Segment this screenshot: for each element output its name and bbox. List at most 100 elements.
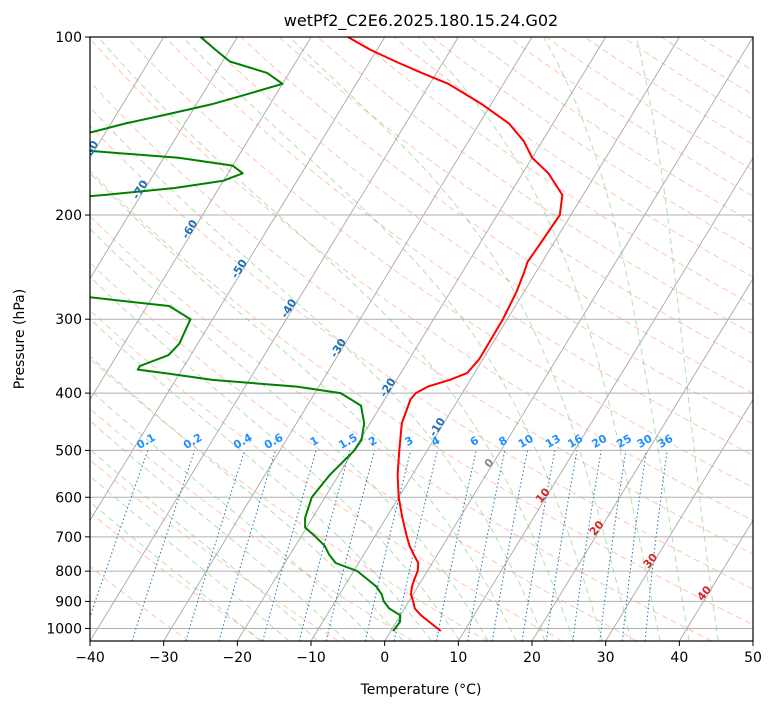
isotherm-label: -20 xyxy=(377,375,399,399)
chart-title: wetPf2_C2E6.2025.180.15.24.G02 xyxy=(284,11,558,31)
moist-adiabat-line xyxy=(90,501,261,641)
isotherm-line xyxy=(90,37,312,401)
dry-adiabat-line xyxy=(393,37,753,278)
isotherm-label: -90 xyxy=(30,98,52,122)
dry-adiabat-line xyxy=(90,125,753,590)
plot-area: 0.1 0.2 0.4 0.6 1 1.5 2 3 4 6 8 10 13 16 20 25 30 36-100-… xyxy=(30,37,753,641)
y-tick-label: 600 xyxy=(55,490,82,506)
isotherm-line xyxy=(605,398,753,641)
isotherm-label: -60 xyxy=(179,217,201,241)
mixing-ratio-label: 25 xyxy=(614,432,634,451)
mixing-ratio-label: 0.2 xyxy=(181,431,204,452)
dry-adiabat-line xyxy=(240,37,753,394)
mixing-ratio-line xyxy=(572,450,602,641)
mixing-ratio-line xyxy=(644,450,668,641)
isotherm-line xyxy=(310,37,680,641)
isotherm-label: -10 xyxy=(427,415,449,439)
isotherm-label: -80 xyxy=(80,138,102,162)
dry-adiabat-line xyxy=(622,37,753,120)
mixing-ratio-line xyxy=(325,450,376,641)
axis-ticks: −40 −30 −20 −10 0 10 20 30 40 5010020030040050060… xyxy=(46,30,762,666)
dry-adiabat-line xyxy=(90,408,414,641)
x-tick-label: −10 xyxy=(296,650,326,666)
dry-adiabat-line xyxy=(90,215,712,641)
y-tick-label: 200 xyxy=(55,208,82,224)
temperature-profile-line xyxy=(347,37,564,632)
moist-adiabat-line xyxy=(90,106,546,641)
moist-adiabat-line xyxy=(542,37,690,641)
moist-adiabat-line xyxy=(90,475,290,641)
mixing-ratio-line xyxy=(218,450,276,641)
x-tick-label: 10 xyxy=(449,650,467,666)
isotherm-line xyxy=(457,157,753,641)
warm-isotherm-label: 0 xyxy=(482,456,497,470)
warm-isotherm-label: 40 xyxy=(694,583,714,603)
x-tick-label: 20 xyxy=(523,650,541,666)
isotherm-line xyxy=(90,37,459,641)
mixing-ratio-label: 0.6 xyxy=(262,431,286,452)
x-axis-title: Temperature (°C) xyxy=(360,682,482,698)
mixing-ratio-line xyxy=(298,450,351,641)
dry-adiabat-line xyxy=(90,511,264,641)
mixing-ratio-label: 16 xyxy=(565,432,585,451)
isotherm-line xyxy=(531,277,753,641)
y-tick-label: 500 xyxy=(55,443,82,459)
mixing-ratio-line xyxy=(185,450,246,641)
isotherm-label: -30 xyxy=(328,336,350,360)
mixing-ratio-label: 13 xyxy=(543,432,563,451)
mixing-ratio-label: 2 xyxy=(366,434,379,449)
dry-adiabat-line xyxy=(90,261,638,641)
dry-adiabat-line xyxy=(469,37,753,224)
y-tick-label: 300 xyxy=(55,312,82,328)
y-tick-label: 400 xyxy=(55,386,82,402)
dry-adiabat-line xyxy=(90,309,563,641)
y-axis-title: Pressure (hPa) xyxy=(12,289,28,389)
dry-adiabat-line xyxy=(278,37,753,364)
isotherm-label: -70 xyxy=(129,178,151,202)
moist-adiabat-line xyxy=(635,37,719,641)
isotherm-line xyxy=(163,37,533,641)
warm-isotherm-label: 30 xyxy=(641,551,661,571)
dry-adiabat-line xyxy=(431,37,753,251)
mixing-ratio-line xyxy=(467,450,506,641)
moist-adiabat-line xyxy=(90,172,517,641)
mixing-ratio-label: 0.4 xyxy=(231,431,255,452)
plot-frame xyxy=(89,36,754,642)
dry-adiabat-line xyxy=(90,459,339,641)
mixing-ratio-line xyxy=(599,450,627,641)
x-tick-label: −20 xyxy=(223,650,253,666)
y-tick-label: 900 xyxy=(55,594,82,610)
isotherm-line xyxy=(90,37,238,280)
x-tick-label: 0 xyxy=(380,650,389,666)
moist-adiabat-line xyxy=(90,420,347,641)
x-tick-label: 50 xyxy=(744,650,762,666)
moist-adiabat-line xyxy=(90,448,319,641)
dry-adiabat-line xyxy=(90,169,753,626)
mixing-ratio-label: 1 xyxy=(308,434,321,449)
y-tick-label: 700 xyxy=(55,530,82,546)
isotherm-line xyxy=(90,37,165,159)
isotherm-line xyxy=(90,37,386,522)
y-tick-label: 1000 xyxy=(46,621,82,637)
mixing-ratio-line xyxy=(262,450,317,641)
isotherm-label: -50 xyxy=(228,257,250,281)
moist-adiabat-line xyxy=(182,37,603,641)
mixing-ratio-line xyxy=(491,450,528,641)
dry-adiabat-line xyxy=(202,37,753,425)
dry-adiabat-line xyxy=(355,37,753,306)
dry-adiabat-line xyxy=(90,38,753,521)
mixing-ratio-label: 20 xyxy=(590,432,610,451)
moist-adiabat-line xyxy=(288,37,632,641)
dry-adiabat-line xyxy=(584,37,753,146)
moist-adiabat-line xyxy=(97,37,575,641)
moist-adiabat-line xyxy=(417,37,661,641)
isotherm-line xyxy=(678,519,753,641)
mixing-ratio-line xyxy=(393,450,438,641)
mixing-ratio-label: 3 xyxy=(402,434,415,449)
x-tick-label: 40 xyxy=(670,650,688,666)
warm-isotherm-label: 10 xyxy=(533,485,553,505)
mixing-ratio-line xyxy=(621,450,647,641)
mixing-ratio-line xyxy=(545,450,578,641)
y-tick-label: 100 xyxy=(55,30,82,46)
x-tick-label: −30 xyxy=(149,650,179,666)
